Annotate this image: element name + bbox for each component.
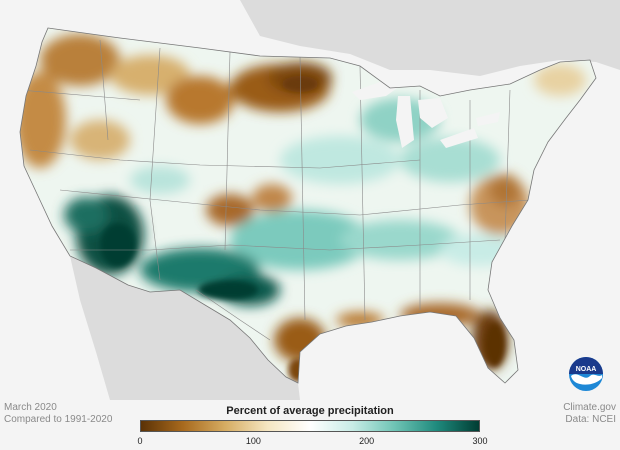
date-caption: March 2020 Compared to 1991-2020 xyxy=(4,402,112,426)
noaa-logo-icon: NOAA xyxy=(569,357,603,391)
legend-tick-200: 200 xyxy=(359,436,375,446)
us-outline xyxy=(19,27,597,384)
mexico-landmass xyxy=(70,256,300,400)
legend-tick-100: 100 xyxy=(245,436,261,446)
publisher-label: Climate.gov xyxy=(563,402,616,413)
legend-title: Percent of average precipitation xyxy=(226,405,394,417)
source-caption: Climate.gov Data: NCEI xyxy=(563,402,616,426)
noaa-logo-text: NOAA xyxy=(576,366,597,373)
baseline-label: Compared to 1991-2020 xyxy=(4,414,113,425)
legend-tick-300: 300 xyxy=(472,436,488,446)
legend-tick-0: 0 xyxy=(137,436,143,446)
precipitation-field xyxy=(20,34,586,382)
legend-colorbar xyxy=(140,420,480,432)
us-precipitation-map xyxy=(19,0,620,400)
canada-landmass xyxy=(240,0,620,76)
state-boundaries xyxy=(20,39,531,341)
date-label: March 2020 xyxy=(4,402,57,413)
data-source-label: Data: NCEI xyxy=(565,414,616,425)
